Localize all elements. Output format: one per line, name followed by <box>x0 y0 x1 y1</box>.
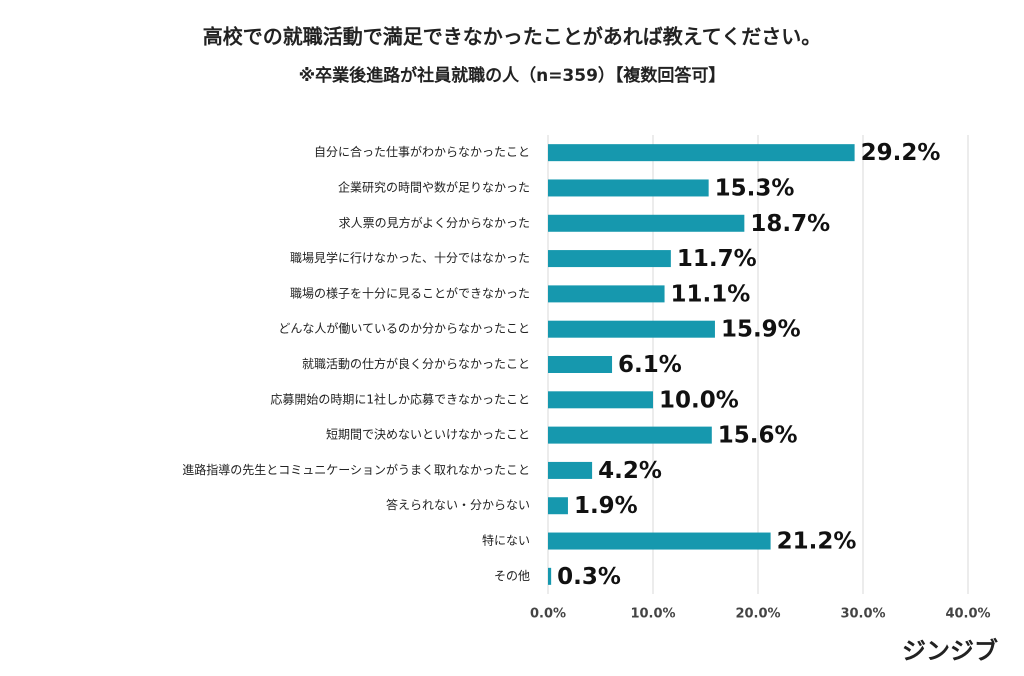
y-tick-label: 就職活動の仕方が良く分からなかったこと <box>302 356 530 371</box>
value-label: 1.9% <box>574 493 638 519</box>
x-tick-label: 40.0% <box>945 607 990 622</box>
bar <box>548 532 771 550</box>
bar <box>548 426 712 444</box>
value-label: 29.2% <box>861 140 941 166</box>
bar <box>548 391 653 409</box>
value-label: 21.2% <box>777 529 857 555</box>
y-tick-label: 進路指導の先生とコミュニケーションがうまく取れなかったこと <box>182 462 530 477</box>
value-label: 11.7% <box>677 246 757 272</box>
x-tick-label: 20.0% <box>735 607 780 622</box>
value-label: 11.1% <box>671 281 751 307</box>
bar <box>548 144 855 162</box>
bar <box>548 356 613 373</box>
bar <box>548 214 745 232</box>
value-label: 18.7% <box>750 211 830 237</box>
bar <box>548 285 665 303</box>
bar <box>548 461 593 479</box>
value-label: 4.2% <box>598 458 662 484</box>
y-tick-label: どんな人が働いているのか分からなかったこと <box>278 321 530 336</box>
value-label: 6.1% <box>618 352 682 378</box>
y-tick-label: 職場の様子を十分に見ることができなかった <box>290 285 530 300</box>
y-tick-label: 自分に合った仕事がわからなかったこと <box>314 144 530 159</box>
brand: ジンジブ <box>902 637 998 665</box>
value-label: 15.3% <box>715 175 795 201</box>
y-tick-label: 企業研究の時間や数が足りなかった <box>338 179 530 194</box>
y-tick-label: 応募開始の時期に1社しか応募できなかったこと <box>270 391 530 406</box>
bar <box>548 567 552 585</box>
y-tick-label: 短期間で決めないといけなかったこと <box>326 428 530 442</box>
bar <box>548 497 568 515</box>
value-label: 15.9% <box>721 317 801 343</box>
value-label: 10.0% <box>659 387 739 413</box>
chart-title: 高校での就職活動で満足できなかったことがあれば教えてください。 <box>203 25 821 49</box>
y-tick-label: 特にない <box>482 533 530 548</box>
x-tick-label: 0.0% <box>530 607 566 622</box>
y-tick-label: 答えられない・分からない <box>386 497 530 512</box>
x-tick-label: 10.0% <box>630 607 675 622</box>
y-tick-label: 求人票の見方がよく分からなかった <box>339 215 530 230</box>
value-label: 0.3% <box>557 564 621 590</box>
y-tick-label: その他 <box>494 569 530 583</box>
chart-subtitle: ※卒業後進路が社員就職の人（n=359）【複数回答可】 <box>299 65 726 86</box>
value-label: 15.6% <box>718 423 798 449</box>
bar <box>548 320 715 338</box>
x-tick-label: 30.0% <box>840 607 885 622</box>
bar <box>548 179 709 197</box>
y-tick-label: 職場見学に行けなかった、十分ではなかった <box>290 250 530 265</box>
bar <box>548 250 671 268</box>
